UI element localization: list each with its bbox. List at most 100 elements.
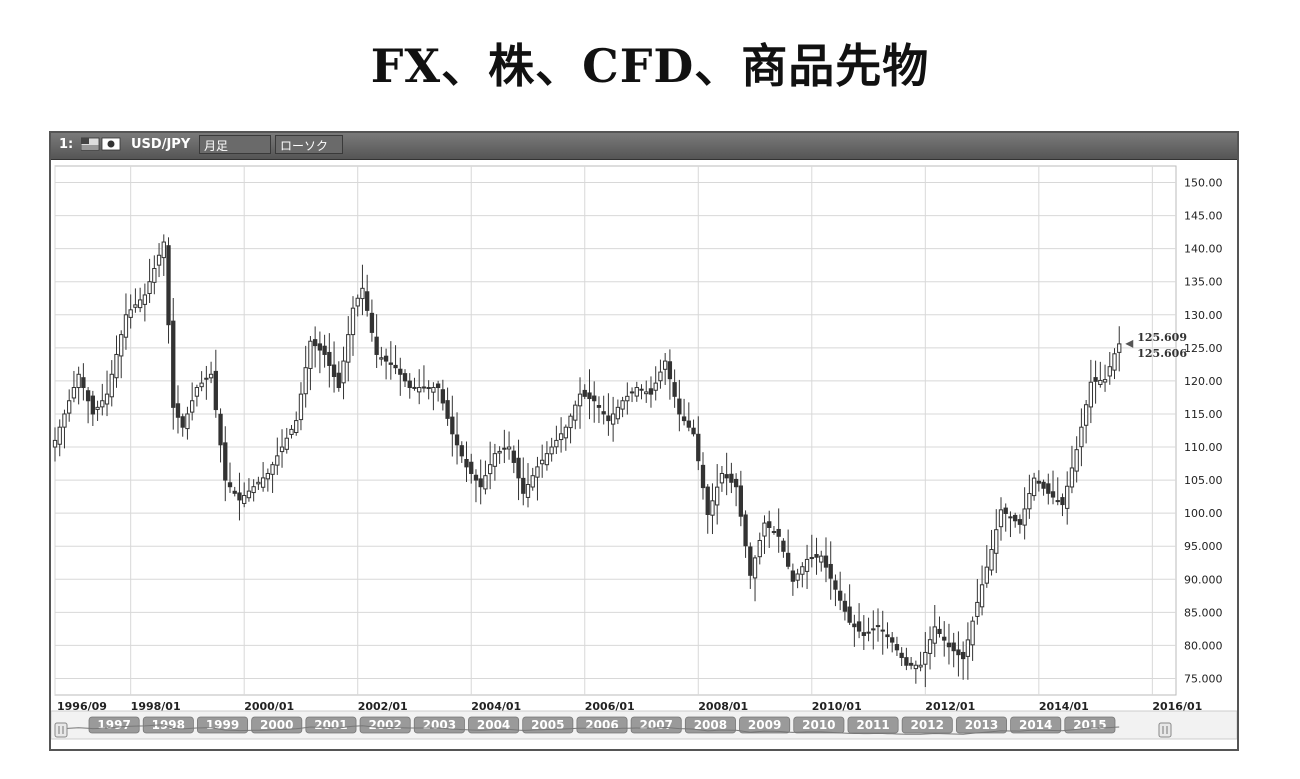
candle-body <box>237 492 242 501</box>
x-tick-label: 2004/01 <box>471 700 521 713</box>
candle-body <box>1003 507 1008 514</box>
candle-body <box>322 345 327 355</box>
navigator-year-label: 2002 <box>368 718 401 732</box>
candle-body <box>729 473 734 483</box>
candle-body <box>346 334 351 363</box>
candle-body <box>431 387 436 393</box>
navigator-year-label: 2013 <box>965 718 998 732</box>
navigator-year-button[interactable] <box>197 716 249 734</box>
candle-body <box>937 628 942 635</box>
chart-type-selector[interactable]: ローソク <box>275 135 343 154</box>
candle-body <box>838 590 843 601</box>
candle-body <box>776 528 781 537</box>
candle-body <box>563 426 568 439</box>
candle-body <box>365 291 370 311</box>
navigator-year-button[interactable] <box>359 716 411 734</box>
navigator-left-handle[interactable] <box>54 722 68 738</box>
last-price-label: 125.606 <box>1137 347 1187 360</box>
candle-body <box>1093 377 1098 382</box>
candle-body <box>450 416 455 435</box>
navigator-year-button[interactable] <box>305 716 357 734</box>
y-tick-label: 120.00 <box>1184 375 1223 388</box>
x-tick-label: 2008/01 <box>698 700 748 713</box>
navigator-year-button[interactable] <box>684 716 736 734</box>
candle-body <box>771 531 777 534</box>
candle-body <box>469 461 474 474</box>
candle-body <box>369 312 375 333</box>
candle-body <box>1088 381 1094 408</box>
candle-body <box>719 472 725 484</box>
candle-body <box>525 484 531 498</box>
y-tick-label: 135.00 <box>1184 276 1223 289</box>
navigator-year-button[interactable] <box>901 716 953 734</box>
candle-body <box>752 557 758 579</box>
candle-body <box>568 415 573 429</box>
y-tick-label: 90.000 <box>1184 573 1223 586</box>
candle-body <box>880 629 885 632</box>
navigator-year-button[interactable] <box>630 716 682 734</box>
candle-body <box>984 566 989 584</box>
candle-body <box>932 626 937 644</box>
candle-body <box>927 639 933 654</box>
candle-body <box>67 400 72 414</box>
candle-body <box>62 413 67 428</box>
candle-body <box>402 373 408 382</box>
candle-body <box>76 373 81 389</box>
candle-body <box>379 357 384 360</box>
navigator-year-button[interactable] <box>1010 716 1062 734</box>
candle-body <box>1083 404 1089 426</box>
candle-body <box>606 415 611 422</box>
candle-body <box>175 403 181 418</box>
candle-body <box>473 474 479 481</box>
candle-body <box>629 391 635 394</box>
navigator-year-label: 2003 <box>423 718 456 732</box>
candle-body <box>1065 485 1070 509</box>
navigator-year-button[interactable] <box>847 716 899 734</box>
candle-body <box>85 390 91 402</box>
candle-body <box>223 442 228 481</box>
candle-body <box>861 632 866 636</box>
candle-body <box>440 389 446 404</box>
candle-body <box>119 334 124 357</box>
candle-body <box>1117 343 1122 353</box>
candle-body <box>232 490 237 494</box>
candle-body <box>601 411 606 415</box>
candle-body <box>592 395 597 402</box>
candle-body <box>1112 353 1117 371</box>
navigator-minimap-line <box>54 724 1120 735</box>
candle-body <box>705 486 710 515</box>
candle-body <box>658 371 663 382</box>
navigator-year-label: 2006 <box>585 718 618 732</box>
candle-body <box>823 555 829 568</box>
candle-body <box>137 299 143 309</box>
candle-body <box>57 426 62 445</box>
candle-body <box>1046 483 1051 494</box>
candle-body <box>634 387 639 397</box>
period-selector[interactable]: 月足 <box>199 135 271 154</box>
candle-body <box>790 570 796 582</box>
candle-body <box>1008 516 1013 519</box>
candle-body <box>1079 426 1084 448</box>
navigator-year-button[interactable] <box>793 716 845 734</box>
candle-body <box>989 549 994 571</box>
candle-body <box>913 664 919 670</box>
candle-body <box>142 294 148 305</box>
candle-body <box>185 413 190 430</box>
candle-body <box>1060 497 1065 506</box>
navigator-year-button[interactable] <box>739 716 791 734</box>
candle-body <box>303 367 308 395</box>
navigator-year-button[interactable] <box>88 716 140 734</box>
candle-body <box>535 466 540 478</box>
navigator-year-label: 2005 <box>531 718 564 732</box>
candle-body <box>204 377 209 380</box>
navigator-right-handle[interactable] <box>1158 722 1172 738</box>
candle-body <box>951 642 956 652</box>
candle-body <box>615 406 621 420</box>
x-tick-label: 2006/01 <box>585 700 635 713</box>
candle-body <box>435 383 441 389</box>
candle-body <box>81 377 86 389</box>
candle-body <box>488 464 493 475</box>
candle-body <box>544 453 550 466</box>
candle-body <box>331 364 337 377</box>
candle-body <box>104 393 110 405</box>
